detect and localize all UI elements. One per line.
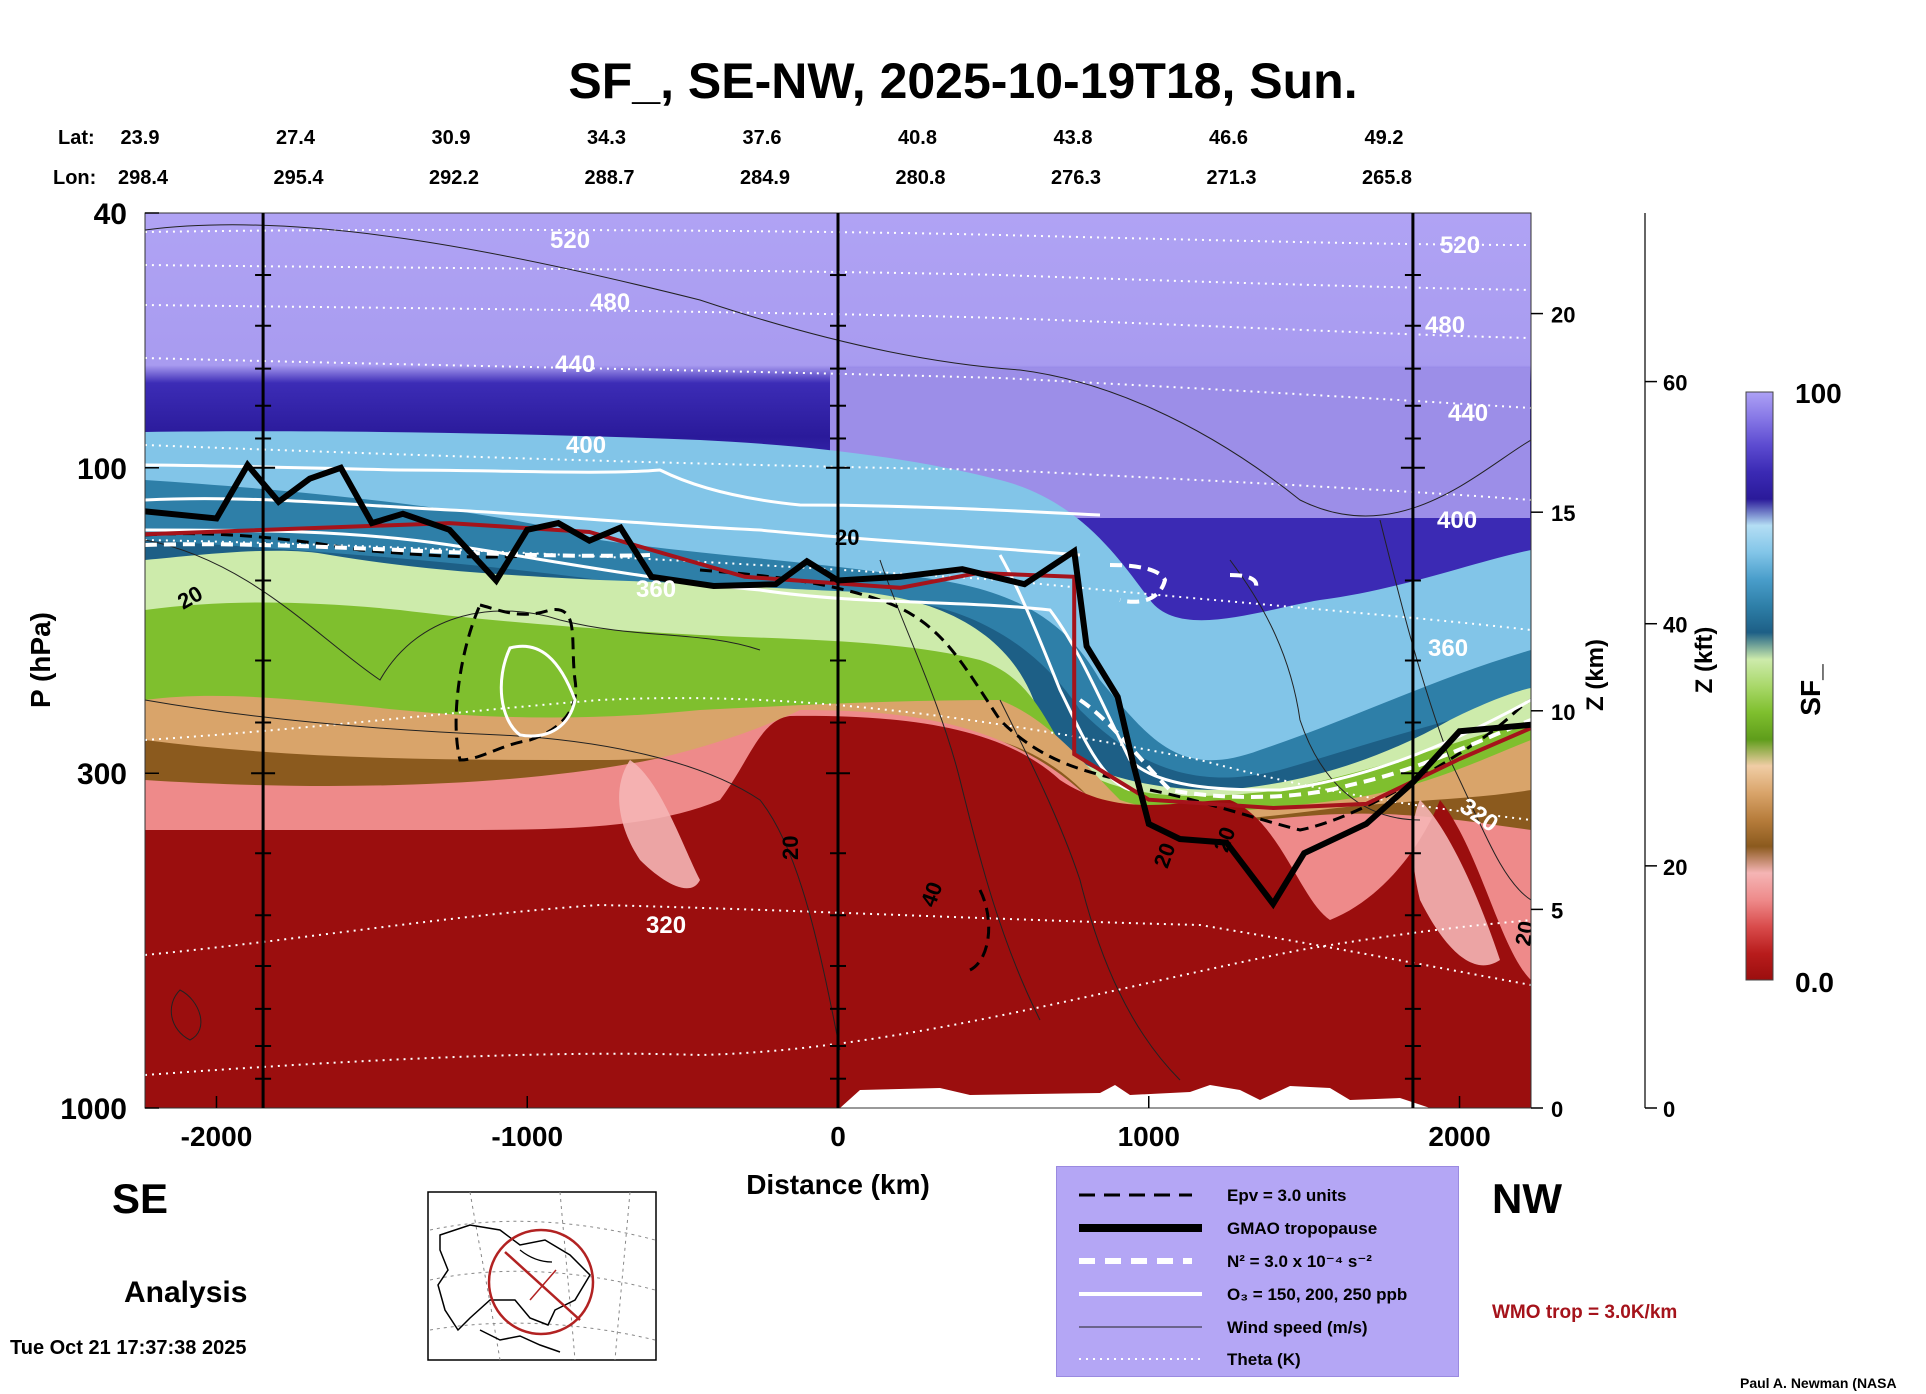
lon-value: 295.4 <box>273 167 324 189</box>
wmo-label: WMO trop = 3.0K/km <box>1492 1302 1677 1323</box>
lat-value: 37.6 <box>743 127 782 149</box>
theta-label: 520 <box>1440 232 1480 259</box>
y-tick-label: 100 <box>77 453 127 486</box>
se-label: SE <box>112 1175 168 1222</box>
lat-value: 46.6 <box>1209 127 1248 149</box>
lon-header-label: Lon: <box>53 167 96 189</box>
theta-label: 320 <box>646 912 686 939</box>
lon-value: 288.7 <box>584 167 634 189</box>
pink-blob-right <box>1412 800 1500 966</box>
x-axis-label: Distance (km) <box>746 1169 930 1200</box>
legend-label: GMAO tropopause <box>1227 1219 1377 1238</box>
lat-value: 49.2 <box>1365 127 1404 149</box>
terrain-mask <box>840 1085 1430 1108</box>
legend: Epv = 3.0 units GMAO tropopause N² = 3.0… <box>1056 1166 1459 1377</box>
analysis-label: Analysis <box>124 1276 247 1309</box>
axes: -2000 -1000 0 1000 2000 40 100 300 1000 0 5 10 15 20 0… <box>60 198 1687 1152</box>
chart-title: SF_, SE-NW, 2025-10-19T18, Sun. <box>568 53 1357 109</box>
colorbar-max-label: 100 <box>1795 378 1842 409</box>
zkft-tick-label: 20 <box>1663 855 1687 880</box>
legend-label: Wind speed (m/s) <box>1227 1318 1368 1337</box>
y-tick-label: 40 <box>94 198 127 231</box>
theta-label: 400 <box>566 432 606 459</box>
zkm-tick-label: 10 <box>1551 700 1575 725</box>
zkft-tick-label: 40 <box>1663 613 1687 638</box>
theta-contours <box>145 228 1531 1076</box>
theta-label: 440 <box>1448 400 1488 427</box>
theta-label: 360 <box>1428 635 1468 662</box>
theta-label: 440 <box>555 351 595 378</box>
gmao-tropopause-line <box>145 459 1531 910</box>
zkm-tick-label: 20 <box>1551 303 1575 328</box>
colorbar-min-label: 0.0 <box>1795 967 1834 998</box>
zkft-tick-label: 0 <box>1663 1097 1675 1122</box>
legend-label: Theta (K) <box>1227 1350 1301 1369</box>
lon-value: 276.3 <box>1051 167 1101 189</box>
lat-value: 30.9 <box>432 127 471 149</box>
zkm-tick-label: 5 <box>1551 898 1563 923</box>
lon-value: 280.8 <box>895 167 945 189</box>
wind-contours <box>145 224 1531 1081</box>
credit: Paul A. Newman (NASA <box>1740 1375 1897 1391</box>
lat-value: 27.4 <box>276 127 316 149</box>
lon-value: 298.4 <box>118 167 169 189</box>
lat-lon-row: 23.9 298.4 27.4 295.4 30.9 292.2 34.3 288.7 37.6… <box>118 127 1412 189</box>
x-tick-label: 0 <box>830 1121 846 1152</box>
theta-label: 480 <box>590 289 630 316</box>
pink-blob-left <box>619 760 700 889</box>
lat-value: 43.8 <box>1054 127 1093 149</box>
lon-value: 271.3 <box>1206 167 1256 189</box>
lat-value: 23.9 <box>121 127 160 149</box>
timestamp: Tue Oct 21 17:37:38 2025 <box>10 1337 246 1359</box>
location-map <box>427 1191 657 1361</box>
ozone-contours <box>145 463 1531 792</box>
theta-label: 400 <box>1437 507 1477 534</box>
x-tick-label: -2000 <box>181 1121 253 1152</box>
legend-label: N² = 3.0 x 10⁻⁴ s⁻² <box>1227 1252 1372 1271</box>
lat-header-label: Lat: <box>58 127 95 149</box>
y-tick-label: 300 <box>77 758 127 791</box>
lat-value: 40.8 <box>898 127 937 149</box>
plot-area: 520 480 440 400 360 320 520 480 440 400 … <box>145 213 1539 1108</box>
x-tick-label: 1000 <box>1118 1121 1180 1152</box>
y-tick-label: 1000 <box>60 1093 127 1126</box>
wind-label: 20 <box>778 836 803 860</box>
lat-value: 34.3 <box>587 127 626 149</box>
nw-label: NW <box>1492 1175 1562 1222</box>
colorbar <box>1745 391 1774 981</box>
lon-value: 292.2 <box>429 167 479 189</box>
x-tick-label: 2000 <box>1428 1121 1490 1152</box>
zkm-tick-label: 15 <box>1551 501 1575 526</box>
theta-label: 480 <box>1425 312 1465 339</box>
z-km-axis-label: Z (km) <box>1582 639 1609 711</box>
zkm-tick-label: 0 <box>1551 1097 1563 1122</box>
lon-value: 265.8 <box>1362 167 1412 189</box>
zkft-tick-label: 60 <box>1663 371 1687 396</box>
theta-label: 520 <box>550 227 590 254</box>
lon-value: 284.9 <box>740 167 790 189</box>
legend-label: Epv = 3.0 units <box>1227 1186 1347 1205</box>
legend-label: O₃ = 150, 200, 250 ppb <box>1227 1285 1407 1304</box>
x-tick-label: -1000 <box>491 1121 563 1152</box>
y-axis-label: P (hPa) <box>25 612 56 708</box>
wind-label: 20 <box>1510 919 1539 947</box>
theta-label: 360 <box>636 576 676 603</box>
colorbar-label: SF_ <box>1795 664 1826 716</box>
wmo-tropopause-line <box>145 521 1531 811</box>
z-kft-axis-label: Z (kft) <box>1691 627 1718 694</box>
